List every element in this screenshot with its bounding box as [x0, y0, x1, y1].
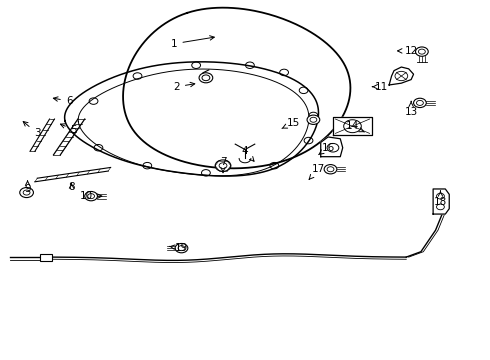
Circle shape — [324, 165, 337, 174]
Text: 1: 1 — [171, 36, 214, 49]
Circle shape — [20, 188, 33, 198]
Text: 7: 7 — [220, 157, 226, 173]
Text: 6: 6 — [53, 96, 73, 106]
Text: 5: 5 — [60, 124, 77, 135]
Text: 4: 4 — [242, 146, 254, 161]
Polygon shape — [433, 189, 449, 214]
Polygon shape — [389, 67, 414, 85]
Text: 17: 17 — [309, 164, 325, 179]
Circle shape — [416, 47, 428, 56]
Text: 3: 3 — [23, 122, 41, 138]
Circle shape — [307, 115, 320, 125]
Text: 13: 13 — [405, 101, 418, 117]
Text: 19: 19 — [170, 243, 188, 253]
Text: 15: 15 — [282, 118, 300, 129]
Text: 2: 2 — [173, 82, 195, 92]
Circle shape — [199, 73, 213, 83]
Text: 10: 10 — [80, 191, 102, 201]
Text: 9: 9 — [24, 181, 31, 194]
Circle shape — [175, 243, 188, 253]
Bar — [40, 254, 52, 261]
Circle shape — [85, 192, 98, 201]
Circle shape — [414, 98, 426, 108]
Text: 12: 12 — [397, 46, 418, 56]
Text: 16: 16 — [318, 143, 335, 155]
Polygon shape — [321, 137, 343, 157]
Polygon shape — [333, 117, 372, 135]
Text: 14: 14 — [346, 121, 365, 132]
Text: 11: 11 — [372, 82, 389, 92]
Circle shape — [215, 160, 231, 171]
Text: 18: 18 — [434, 191, 447, 207]
Text: 8: 8 — [68, 182, 75, 192]
